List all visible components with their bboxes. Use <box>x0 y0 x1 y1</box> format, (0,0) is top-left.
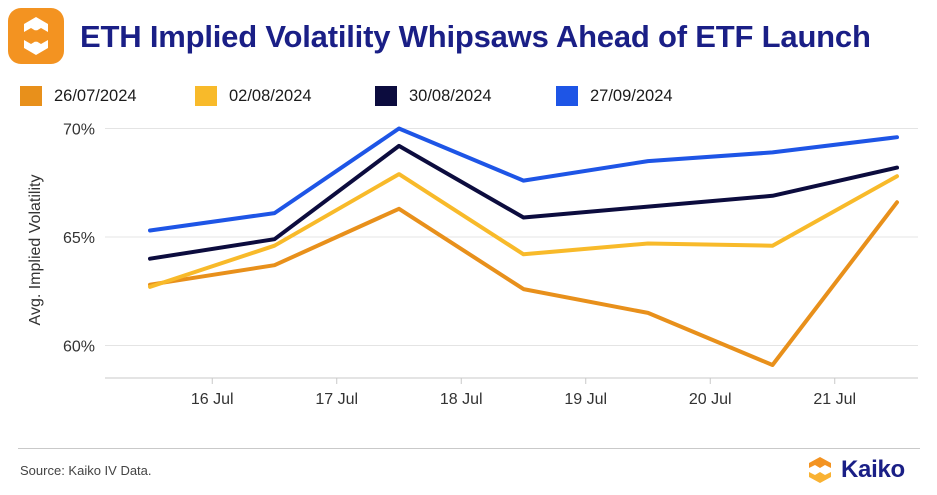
brand-name: Kaiko <box>841 456 905 483</box>
x-tick-label: 17 Jul <box>315 391 358 408</box>
kaiko-logo-icon <box>805 455 835 485</box>
chart-title: ETH Implied Volatility Whipsaws Ahead of… <box>80 19 871 54</box>
source-note: Source: Kaiko IV Data. <box>20 463 152 478</box>
line-chart: 60% 65% 70% 16 Jul 17 Jul 18 Jul 19 Jul 20 Jul 2… <box>27 122 918 408</box>
x-tick-label: 20 Jul <box>689 391 732 408</box>
legend-swatch <box>20 86 42 106</box>
x-tick-label: 18 Jul <box>440 391 483 408</box>
series-line-26-07-2024 <box>148 200 899 367</box>
footer-divider <box>18 448 920 449</box>
y-axis-label: Avg. Implied Volatility <box>27 175 44 326</box>
legend-item-02-08-2024: 02/08/2024 <box>195 86 312 106</box>
x-tick-label: 19 Jul <box>564 391 607 408</box>
y-tick-label: 60% <box>63 338 95 355</box>
y-tick-label: 65% <box>63 230 95 247</box>
x-tick-label: 16 Jul <box>191 391 234 408</box>
legend-label: 27/09/2024 <box>590 86 673 105</box>
series-line-02-08-2024 <box>148 172 899 289</box>
series-line-30-08-2024 <box>148 143 899 261</box>
legend-item-30-08-2024: 30/08/2024 <box>375 86 492 106</box>
legend-swatch <box>375 86 397 106</box>
series-line-27-09-2024 <box>148 126 899 233</box>
legend-swatch <box>195 86 217 106</box>
legend-label: 30/08/2024 <box>409 86 492 105</box>
kaiko-logo-icon <box>8 8 64 64</box>
legend-label: 02/08/2024 <box>229 86 312 105</box>
y-tick-label: 70% <box>63 122 95 139</box>
legend-item-26-07-2024: 26/07/2024 <box>20 86 137 106</box>
legend-swatch <box>556 86 578 106</box>
chart-legend: 26/07/2024 02/08/2024 30/08/2024 27/09/2… <box>20 86 920 108</box>
legend-label: 26/07/2024 <box>54 86 137 105</box>
x-tick-label: 21 Jul <box>813 391 856 408</box>
brand: Kaiko <box>805 455 905 485</box>
legend-item-27-09-2024: 27/09/2024 <box>556 86 673 106</box>
